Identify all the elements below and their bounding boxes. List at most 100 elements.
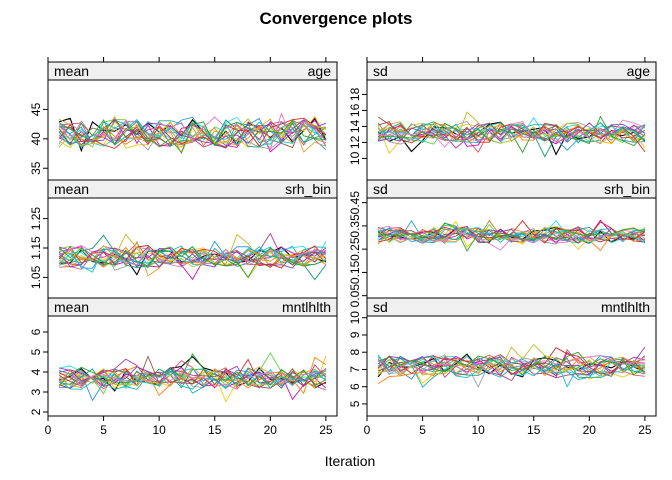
strip-stat-label: sd <box>373 299 388 315</box>
x-tick-label: 5 <box>100 423 107 437</box>
y-tick-label: 4 <box>29 368 43 375</box>
y-tick-label: 8 <box>348 349 362 356</box>
series-line-chain-18 <box>58 367 327 390</box>
series-line-chain-12 <box>377 356 646 384</box>
plot-frame <box>47 315 338 417</box>
series-line-chain-11 <box>377 226 645 243</box>
series-line-chain-20 <box>58 119 326 154</box>
series-line-chain-15 <box>58 245 327 269</box>
series-line-chain-17 <box>58 367 327 389</box>
panel-sd-mntlhlth: sd mntlhlth 5 6 7 8 9 10 0 5 10 15 20 25 <box>348 297 657 437</box>
x-tick-label: 20 <box>583 423 597 437</box>
figure-title: Convergence plots <box>259 9 412 28</box>
y-tick-label: 14 <box>348 119 362 133</box>
y-tick-label: 35 <box>29 161 43 175</box>
panel-mean-srh_bin: mean srh_bin 1.05 1.15 1.25 <box>29 179 338 299</box>
series-line-chain-16 <box>58 246 327 268</box>
y-tick-label: 12 <box>348 135 362 149</box>
y-tick-label: 40 <box>29 132 43 146</box>
strip-background <box>366 61 657 81</box>
x-tick-label: 25 <box>319 423 333 437</box>
y-tick-label: 5 <box>29 348 43 355</box>
series-line-chain-16 <box>377 116 646 142</box>
series-group <box>58 232 327 281</box>
series-line-chain-9 <box>377 356 646 377</box>
series-group <box>377 111 646 158</box>
y-tick-label: 2 <box>29 408 43 415</box>
y-tick-label: 16 <box>348 103 362 117</box>
series-line-chain-20 <box>378 222 646 252</box>
y-tick-label: 1.25 <box>29 207 43 231</box>
series-line-chain-20 <box>58 353 327 387</box>
series-line-chain-16 <box>58 355 327 389</box>
series-line-chain-14 <box>58 120 327 146</box>
series-line-chain-12 <box>58 356 327 397</box>
y-tick-label: 9 <box>348 331 362 338</box>
series-line-chain-18 <box>377 354 645 388</box>
panel-mean-age: mean age 35 40 45 <box>29 57 338 181</box>
x-tick-label: 0 <box>45 423 52 437</box>
series-line-chain-19 <box>378 225 646 251</box>
strip-variable-label: age <box>627 63 651 79</box>
y-tick-label: 1.15 <box>29 236 43 260</box>
y-tick-label: 5 <box>348 400 362 407</box>
y-tick-label: 45 <box>29 102 43 116</box>
series-line-chain-14 <box>58 369 326 394</box>
x-tick-label: 10 <box>152 423 166 437</box>
strip-variable-label: mntlhlth <box>601 299 650 315</box>
panel-sd-srh_bin: sd srh_bin 0.050.150.250.350.45 <box>348 179 657 307</box>
x-tick-label: 5 <box>419 423 426 437</box>
series-line-chain-8 <box>377 120 646 145</box>
series-line-chain-10 <box>59 367 327 389</box>
y-tick-label: 3 <box>29 388 43 395</box>
series-line-chain-19 <box>58 245 326 268</box>
panel-sd-age: sd age 10 12 14 16 18 <box>348 57 657 181</box>
y-tick-label: 10 <box>348 311 362 325</box>
y-tick-label: 6 <box>29 328 43 335</box>
series-line-chain-1 <box>58 355 327 392</box>
series-line-chain-15 <box>58 117 327 149</box>
y-tick-label: 0.45 <box>348 191 362 215</box>
y-tick-label: 0.25 <box>348 237 362 261</box>
series-group <box>377 343 646 388</box>
series-line-chain-19 <box>58 369 327 390</box>
series-line-chain-20 <box>378 115 646 154</box>
series-line-chain-12 <box>58 246 327 268</box>
y-tick-label: 6 <box>348 383 362 390</box>
series-group <box>58 112 327 155</box>
x-tick-label: 10 <box>471 423 485 437</box>
strip-stat-label: sd <box>373 181 388 197</box>
x-tick-label: 0 <box>364 423 371 437</box>
y-tick-label: 0.35 <box>348 214 362 238</box>
series-line-chain-13 <box>59 366 327 389</box>
x-tick-label: 15 <box>527 423 541 437</box>
series-line-chain-12 <box>58 121 327 155</box>
x-tick-label: 25 <box>638 423 652 437</box>
series-line-chain-19 <box>58 112 327 151</box>
y-tick-label: 1.05 <box>29 265 43 289</box>
plot-frame <box>366 197 657 299</box>
y-tick-label: 18 <box>348 87 362 101</box>
strip-variable-label: srh_bin <box>604 181 650 197</box>
series-group <box>377 219 646 252</box>
series-line-chain-17 <box>58 118 327 148</box>
strip-stat-label: mean <box>54 181 89 197</box>
x-tick-label: 20 <box>264 423 278 437</box>
series-line-chain-18 <box>58 120 327 148</box>
series-line-chain-20 <box>377 351 646 376</box>
panel-mean-mntlhlth: mean mntlhlth 2 3 4 5 6 0 5 10 15 20 25 <box>29 297 338 437</box>
series-line-chain-19 <box>377 355 646 376</box>
strip-variable-label: mntlhlth <box>282 299 331 315</box>
series-line-chain-20 <box>58 246 327 279</box>
series-line-chain-14 <box>58 245 326 269</box>
strip-stat-label: mean <box>54 299 89 315</box>
strip-stat-label: mean <box>54 63 89 79</box>
x-tick-label: 15 <box>208 423 222 437</box>
x-axis-label: Iteration <box>325 453 376 469</box>
series-line-chain-17 <box>378 111 646 144</box>
y-tick-label: 7 <box>348 366 362 373</box>
series-line-chain-14 <box>377 355 645 388</box>
series-line-chain-17 <box>377 343 646 376</box>
